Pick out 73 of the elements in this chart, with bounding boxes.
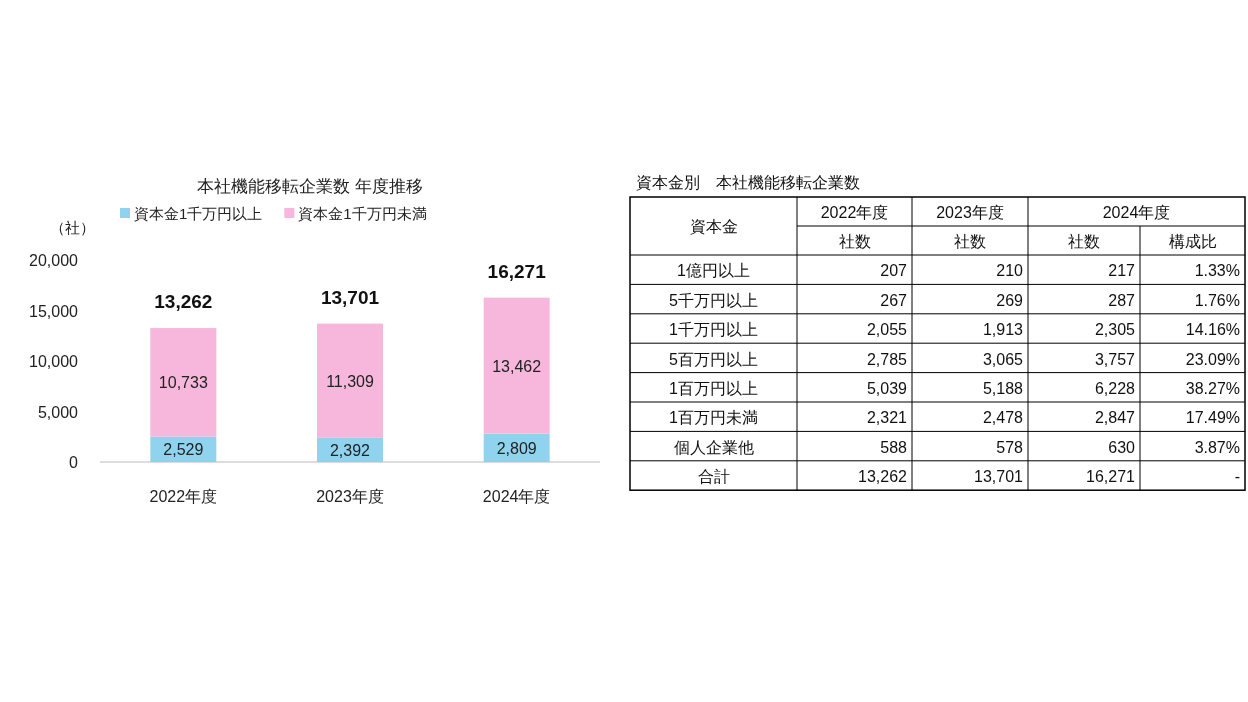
text: 13,701 [974, 468, 1023, 486]
text: 630 [1108, 438, 1135, 456]
text: 14.16% [1185, 321, 1240, 339]
text: 2022年度 [820, 204, 889, 221]
data-label: 10,733 [158, 374, 208, 392]
text: 5,039 [866, 380, 907, 397]
text: 資本金 [689, 218, 738, 235]
data-label: 2,529 [163, 441, 204, 459]
data-label: 2,809 [496, 439, 537, 457]
category-label: 5千万円以上 [669, 291, 758, 309]
y-tick-label: 5,000 [37, 403, 79, 421]
legend-label: 資本金1千万円未満 [298, 205, 427, 222]
bar [317, 323, 383, 438]
category-label: 合計 [697, 468, 730, 486]
text: 2024年度 [1102, 204, 1171, 221]
text: 578 [996, 438, 1023, 456]
category-label: 1千万円以上 [669, 321, 758, 339]
bar [483, 297, 550, 434]
text: 3.87% [1194, 438, 1240, 456]
text: 1.76% [1194, 291, 1240, 309]
text: 23.09% [1185, 350, 1240, 368]
category-label: 5百万円以上 [669, 350, 758, 368]
text: 267 [880, 291, 907, 309]
text: 3,065 [982, 350, 1023, 368]
y-axis-title: （社） [49, 219, 95, 236]
text: 13,262 [858, 468, 907, 486]
text: 217 [1108, 262, 1135, 280]
text: 1.33% [1194, 262, 1240, 280]
text: 17.49% [1185, 409, 1240, 427]
bar [150, 328, 217, 437]
text: 210 [996, 262, 1023, 280]
category-label: 1百万円未満 [669, 409, 758, 427]
text: 38.27% [1185, 380, 1240, 397]
data-label: 2,392 [329, 441, 371, 459]
text: 6,228 [1094, 380, 1135, 397]
data-label: 13,462 [492, 357, 542, 375]
category-label: 社数 [1068, 233, 1100, 250]
text: 1,913 [982, 321, 1023, 339]
text: 2,785 [866, 350, 907, 368]
text: 207 [880, 262, 907, 280]
category-label: 構成比 [1168, 233, 1217, 250]
y-tick-label: 20,000 [29, 252, 79, 269]
chart-title: 本社機能移転企業数 年度推移 [197, 177, 423, 196]
text: 資本金別 本社機能移転企業数 [636, 174, 860, 191]
total-label: 13,701 [320, 286, 380, 308]
text: 2,305 [1094, 321, 1135, 339]
legend-label: 資本金1千万円以上 [134, 205, 263, 222]
text: 5,188 [982, 380, 1023, 397]
category-label: 個人企業他 [673, 438, 754, 456]
text: 2,478 [982, 409, 1023, 427]
text: 2,055 [866, 321, 907, 339]
text: 2023年度 [936, 204, 1004, 221]
category-label: 社数 [838, 233, 871, 250]
y-tick-label: 15,000 [29, 302, 79, 320]
text: 2,847 [1094, 409, 1135, 427]
category-label: 社数 [954, 233, 986, 250]
x-tick-label: 2023年度 [316, 488, 384, 505]
text: 269 [996, 291, 1023, 309]
text: 16,271 [1086, 468, 1135, 486]
y-tick-label: 10,000 [29, 353, 79, 370]
data-label: 11,309 [326, 372, 374, 390]
x-tick-label: 2022年度 [149, 488, 218, 505]
x-tick-label: 2024年度 [482, 488, 551, 505]
text: 3,757 [1094, 350, 1135, 368]
text: 2,321 [866, 409, 907, 427]
text: - [1234, 468, 1240, 486]
total-label: 16,271 [487, 260, 547, 282]
total-label: 13,262 [154, 291, 213, 313]
text: 588 [880, 438, 907, 456]
category-label: 1億円以上 [677, 262, 750, 280]
category-label: 1百万円以上 [669, 380, 758, 397]
text: 287 [1108, 291, 1135, 309]
y-tick-label: 0 [69, 454, 79, 471]
